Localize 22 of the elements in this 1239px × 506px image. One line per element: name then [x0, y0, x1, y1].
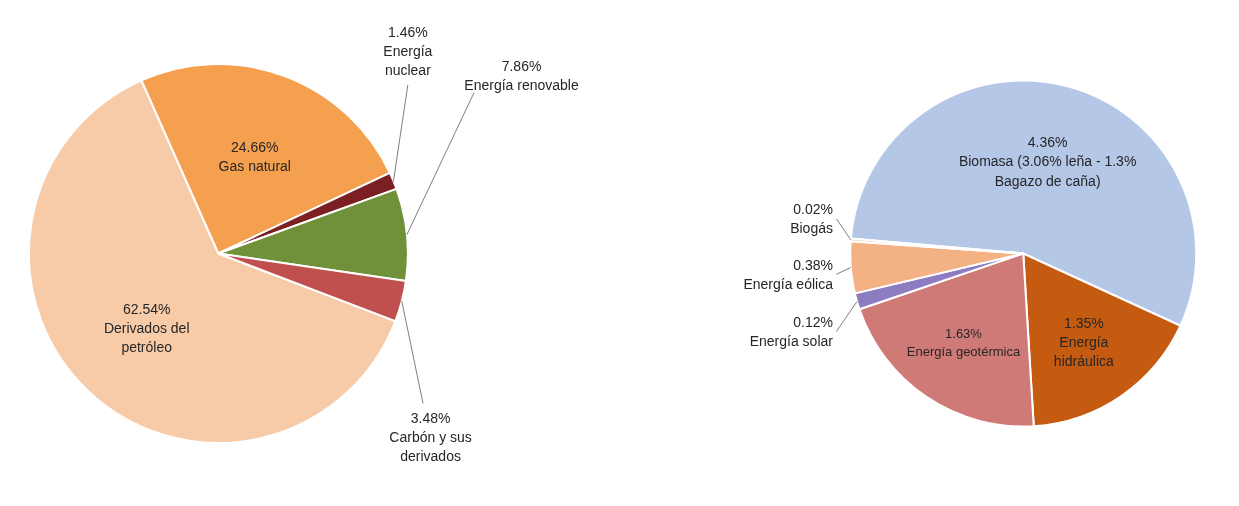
slice-label: Energía eólica	[743, 275, 834, 292]
slice-label: Energía geotérmica	[906, 344, 1021, 360]
slice-label: Biomasa (3.06% leña - 1.3% Bagazo de caña)	[958, 153, 1137, 189]
data-label: 1.46%	[388, 23, 428, 40]
data-label: 62.54%	[122, 301, 171, 318]
data-label: 0.02%	[793, 201, 833, 218]
slice-label: Energía solar	[749, 333, 834, 350]
slice-label: Derivados del petróleo	[103, 320, 190, 356]
slice-label: Energía hidráulica	[1053, 334, 1115, 370]
data-label: 4.36%	[1027, 134, 1068, 151]
data-label: 7.86%	[501, 57, 542, 74]
data-label: 1.63%	[945, 326, 983, 342]
data-label: 24.66%	[231, 139, 279, 156]
slice-label: Biogás	[790, 220, 833, 237]
slice-label: Gas natural	[218, 158, 291, 175]
data-label: 3.48%	[410, 409, 451, 426]
data-label: 0.12%	[793, 313, 833, 330]
slice-label: Energía nuclear	[383, 43, 433, 79]
data-label: 0.38%	[793, 256, 833, 273]
data-label: 1.35%	[1063, 314, 1104, 331]
slice-label: Carbón y sus derivados	[389, 429, 472, 465]
slice-label: Energía renovable	[464, 77, 579, 94]
